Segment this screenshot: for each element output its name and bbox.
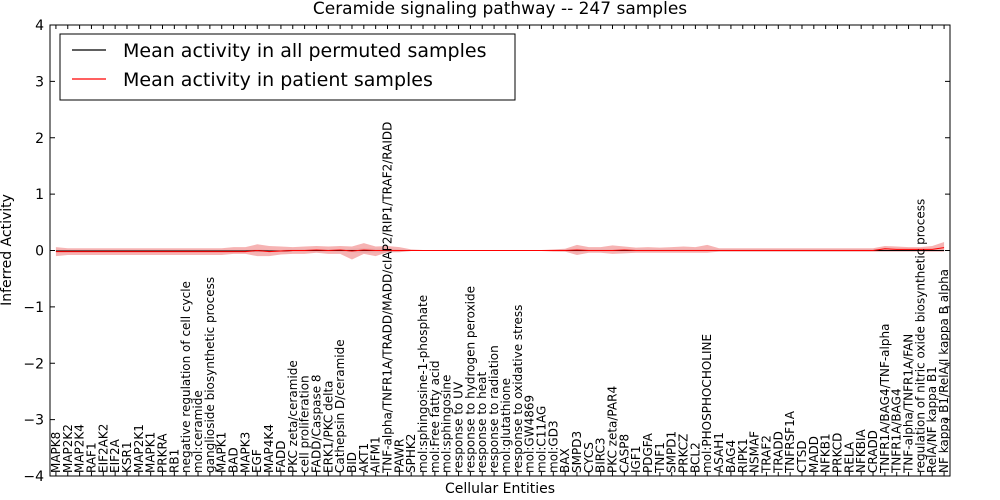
x-tick-label: PAWR [392,439,406,473]
x-tick-label: ASAH1 [712,432,726,473]
x-tick-label: RELA [842,441,856,473]
legend: Mean activity in all permuted samples Me… [59,33,516,101]
x-tick-label: FADD/Caspase 8 [309,374,323,473]
x-tick-label: negative regulation of cell cycle [179,281,193,473]
x-tick-label: MAP2K4 [73,424,87,473]
x-tick-label: PRKCD [831,433,845,473]
x-tick-label: BAG4 [724,440,738,473]
legend-label-patient: Mean activity in patient samples [123,69,433,91]
x-tick-label: mol:PHOSPHOCHOLINE [700,334,714,473]
y-tick-label: 0 [35,244,44,260]
x-tick-label: TRAF2 [759,435,773,474]
x-tick-label: SPHK2 [404,434,418,473]
x-tick-label: MAP2K1 [132,424,146,473]
x-tick-label: TRADD [771,431,785,474]
x-tick-label: CRADD [866,430,880,473]
x-tick-label: TNFRSF1A [783,410,797,474]
x-tick-label: regulation of nitric oxide biosynthetic … [913,199,927,473]
x-tick-label: BAX [558,448,572,473]
x-tick-label: mol:GW4869 [523,395,537,473]
x-tick-label: BCL2 [688,442,702,473]
x-tick-label: EGF [250,449,264,473]
x-tick-label: RB1 [167,449,181,473]
x-tick-label: EIF2AK2 [96,424,110,473]
x-tick-label: response to hydrogen peroxide [463,286,477,473]
x-tick-label: FADD [274,441,288,474]
x-tick-label: TNF-alpha/TNFR1A/TRADD/MADD/cIAP2/RIP1/T… [381,122,395,474]
series-lines [55,247,945,253]
x-tick-label: CYCS [582,442,596,473]
x-tick-label: MAPK1 [215,432,229,473]
x-tick-label: ganglioside biosynthetic process [203,277,217,473]
series-line-mean-activity-in-patient-samples [55,247,945,253]
x-tick-label: PDGFA [641,432,655,473]
x-tick-label: IGF1 [629,446,643,473]
x-tick-label: AIFM1 [369,436,383,473]
y-axis-ticks: −4 −3 −2 −1 0 1 2 3 4 [23,18,950,485]
y-tick-label: −1 [23,300,44,316]
x-tick-label: PRKCZ [677,434,691,473]
x-tick-label: response to heat [475,371,489,473]
y-tick-label: 2 [35,131,44,147]
y-tick-label: 3 [35,74,44,90]
x-tick-label: BIRC3 [594,437,608,473]
x-tick-label: BID [345,452,359,473]
plot-frame [49,24,951,477]
x-tick-label: CASP8 [617,434,631,473]
x-tick-label: mol:Free fatty acid [428,361,442,474]
x-tick-label: RelA/NF kappa B1 [925,366,939,473]
y-axis-label: Inferred Activity [0,194,15,306]
x-tick-label: TNFR1A/BAG4/TNF-alpha [878,324,892,474]
x-tick-label: MAP2K2 [61,424,75,473]
x-tick-label: mol:GD3 [546,420,560,473]
x-tick-label: SMPD3 [570,431,584,473]
x-tick-label: MAPK1 [144,432,158,473]
x-tick-label: response to oxidative stress [511,305,525,473]
y-tick-label: −3 [23,413,44,429]
x-tick-label: PRKRA [156,433,170,473]
y-tick-label: −2 [23,356,44,372]
x-tick-label: KSR1 [120,442,134,473]
y-tick-label: 4 [35,18,44,34]
x-tick-label: PKC zeta/PAR4 [606,386,620,473]
x-tick-label: MAPK3 [238,432,252,473]
x-tick-label: NF kappa B1/RelA/I kappa B alpha [937,269,951,473]
legend-label-permuted: Mean activity in all permuted samples [123,40,486,62]
x-tick-label: MAPK8 [49,432,63,473]
x-tick-label: cell proliferation [298,375,312,473]
x-tick-label: NFKB1 [819,433,833,473]
x-tick-label: EIF2A [108,438,122,473]
x-axis-label: Cellular Entities [445,481,555,497]
x-tick-label: RIPK1 [736,438,750,473]
x-tick-label: RAF1 [84,442,98,473]
x-tick-label: response to radiation [487,345,501,473]
x-axis-ticks: MAPK8MAP2K2MAP2K4RAF1EIF2AK2EIF2AKSR1MAP… [49,25,951,476]
x-tick-label: mol:sphingosine-1-phosphate [416,295,430,473]
x-tick-label: SMPD1 [665,431,679,473]
x-tick-label: MAP4K4 [262,424,276,473]
y-tick-label: 1 [35,187,44,203]
legend-box [59,33,516,101]
x-tick-label: NFKBIA [854,428,868,473]
x-tick-label: response to UV [452,381,466,473]
x-tick-label: NSMAF [748,431,762,473]
y-tick-label: −4 [23,469,44,485]
x-tick-label: TNFR1A/BAG4 [890,388,904,474]
chart-title: Ceramide signaling pathway -- 247 sample… [313,0,687,19]
x-tick-label: AKT1 [357,443,371,473]
x-tick-label: mol:sphingosine [440,375,454,473]
x-tick-label: mol:ceramide [191,390,205,473]
x-tick-label: PKC zeta/ceramide [286,360,300,473]
x-tick-label: CTSD [795,440,809,473]
x-tick-label: mol:glutathione [499,378,513,473]
x-tick-label: TNF1 [653,442,667,474]
x-tick-label: TNF-alpha/TNFR1A/FAN [902,334,916,474]
x-tick-label: Cathepsin D/ceramide [333,339,347,473]
x-tick-label: MADD [807,436,821,473]
x-tick-label: BAD [227,447,241,473]
x-tick-label: ERK1/PKC delta [321,380,335,473]
x-tick-label: mol:C11AG [534,406,548,473]
